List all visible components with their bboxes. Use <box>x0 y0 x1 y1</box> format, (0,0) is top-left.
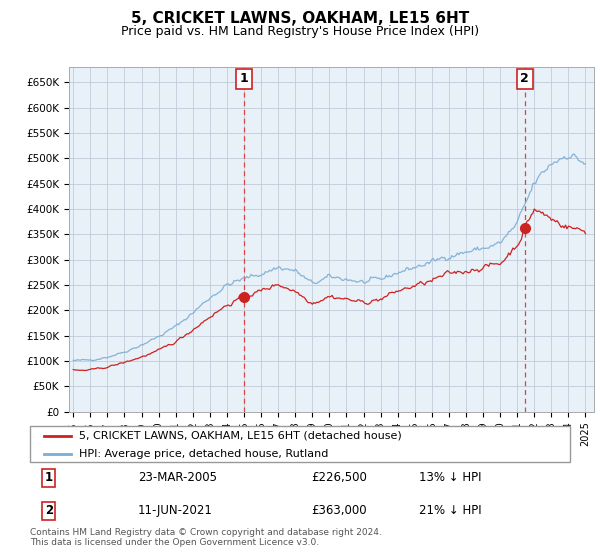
Text: Price paid vs. HM Land Registry's House Price Index (HPI): Price paid vs. HM Land Registry's House … <box>121 25 479 38</box>
Text: 21% ↓ HPI: 21% ↓ HPI <box>419 504 481 517</box>
Text: 5, CRICKET LAWNS, OAKHAM, LE15 6HT (detached house): 5, CRICKET LAWNS, OAKHAM, LE15 6HT (deta… <box>79 431 401 441</box>
Text: 11-JUN-2021: 11-JUN-2021 <box>138 504 213 517</box>
Text: £226,500: £226,500 <box>311 471 367 484</box>
FancyBboxPatch shape <box>30 426 570 462</box>
Text: HPI: Average price, detached house, Rutland: HPI: Average price, detached house, Rutl… <box>79 449 328 459</box>
Text: Contains HM Land Registry data © Crown copyright and database right 2024.
This d: Contains HM Land Registry data © Crown c… <box>30 528 382 547</box>
Text: 2: 2 <box>520 72 529 85</box>
Text: 1: 1 <box>239 72 248 85</box>
Text: 23-MAR-2005: 23-MAR-2005 <box>138 471 217 484</box>
Text: 1: 1 <box>45 471 53 484</box>
Text: 2: 2 <box>45 504 53 517</box>
Text: 13% ↓ HPI: 13% ↓ HPI <box>419 471 481 484</box>
Text: 5, CRICKET LAWNS, OAKHAM, LE15 6HT: 5, CRICKET LAWNS, OAKHAM, LE15 6HT <box>131 11 469 26</box>
Text: £363,000: £363,000 <box>311 504 367 517</box>
